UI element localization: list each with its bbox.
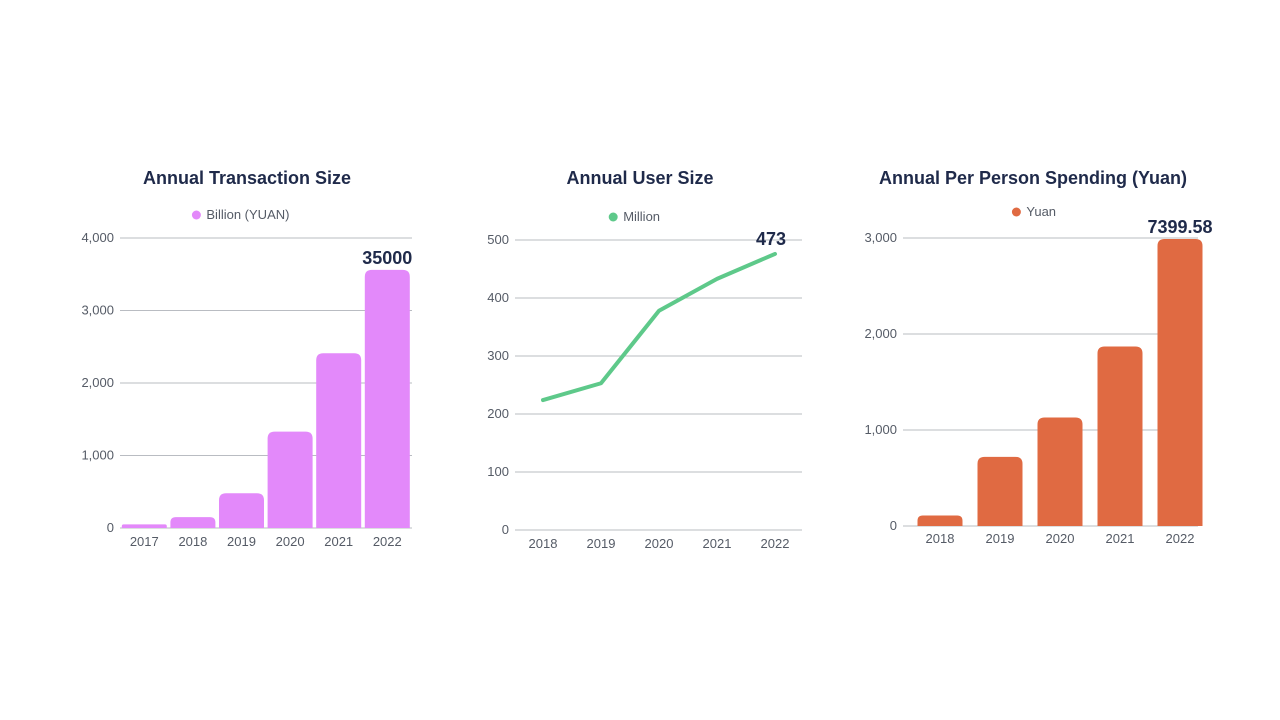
bar	[1097, 346, 1143, 526]
chart-transaction-svg: 0 1,000 2,000 3,000 4,000 Billion (YUAN) 35000…	[81, 207, 412, 549]
x-tick-label: 2019	[587, 536, 616, 551]
x-tick-label: 2021	[324, 534, 353, 549]
chart-title: Annual Transaction Size	[142, 168, 352, 188]
y-tick-label: 3,000	[864, 230, 897, 245]
chart-users-svg: 0 100 200 300 400 500 Million 473 2018 2019 2020 20…	[487, 209, 802, 551]
y-tick-label: 2,000	[864, 326, 897, 341]
legend-label: Billion (YUAN)	[206, 207, 289, 222]
y-tick-label: 4,000	[81, 230, 114, 245]
bar	[1037, 417, 1083, 526]
legend-label: Million	[623, 209, 660, 224]
callout-label: 7399.58	[1147, 217, 1212, 237]
bar	[316, 353, 362, 528]
y-tick-label: 300	[487, 348, 509, 363]
bar	[917, 515, 963, 526]
bar	[219, 493, 264, 528]
legend-marker	[191, 210, 201, 220]
bar	[977, 456, 1023, 526]
legend-marker	[1011, 207, 1021, 217]
x-tick-label: 2017	[130, 534, 159, 549]
x-tick-label: 2022	[1166, 531, 1195, 546]
x-tick-label: 2022	[373, 534, 402, 549]
bar	[170, 517, 216, 528]
legend-marker	[608, 212, 618, 222]
series-line	[541, 251, 777, 403]
x-tick-label: 2019	[227, 534, 256, 549]
y-tick-label: 1,000	[864, 422, 897, 437]
callout-label: 35000	[362, 248, 412, 268]
chart-title: Annual User Size	[566, 168, 714, 188]
x-tick-label: 2020	[1046, 531, 1075, 546]
y-tick-label: 400	[487, 290, 509, 305]
x-tick-label: 2019	[986, 531, 1015, 546]
x-tick-label: 2018	[926, 531, 955, 546]
x-tick-label: 2020	[645, 536, 674, 551]
y-tick-label: 3,000	[81, 303, 114, 318]
y-tick-label: 0	[890, 518, 897, 533]
callout-label: 473	[756, 229, 786, 249]
chart-panel-transaction: Annual Transaction Size 0 1,000 2,000 3,000…	[62, 160, 432, 580]
bar	[1157, 238, 1203, 526]
bar	[121, 524, 167, 528]
y-tick-label: 0	[107, 520, 114, 535]
chart-title: Annual Per Person Spending (Yuan)	[878, 168, 1188, 188]
y-tick-label: 0	[502, 522, 509, 537]
y-tick-label: 200	[487, 406, 509, 421]
x-tick-label: 2018	[178, 534, 207, 549]
bar	[364, 269, 410, 528]
bar	[267, 431, 313, 528]
legend-label: Yuan	[1026, 204, 1056, 219]
x-tick-label: 2020	[276, 534, 305, 549]
x-tick-label: 2021	[703, 536, 732, 551]
chart-spending-svg: 0 1,000 2,000 3,000 Yuan 7399.58 2018 2019 2020 2…	[864, 204, 1212, 546]
chart-panel-spending: Annual Per Person Spending (Yuan) 0 1,000…	[848, 160, 1218, 580]
x-tick-label: 2022	[761, 536, 790, 551]
y-tick-label: 100	[487, 464, 509, 479]
y-tick-label: 1,000	[81, 448, 114, 463]
x-tick-label: 2021	[1106, 531, 1135, 546]
x-tick-label: 2018	[529, 536, 558, 551]
chart-panel-users: Annual User Size 0 100 200 300 400 500 Million…	[455, 160, 825, 580]
y-tick-label: 500	[487, 232, 509, 247]
y-tick-label: 2,000	[81, 375, 114, 390]
